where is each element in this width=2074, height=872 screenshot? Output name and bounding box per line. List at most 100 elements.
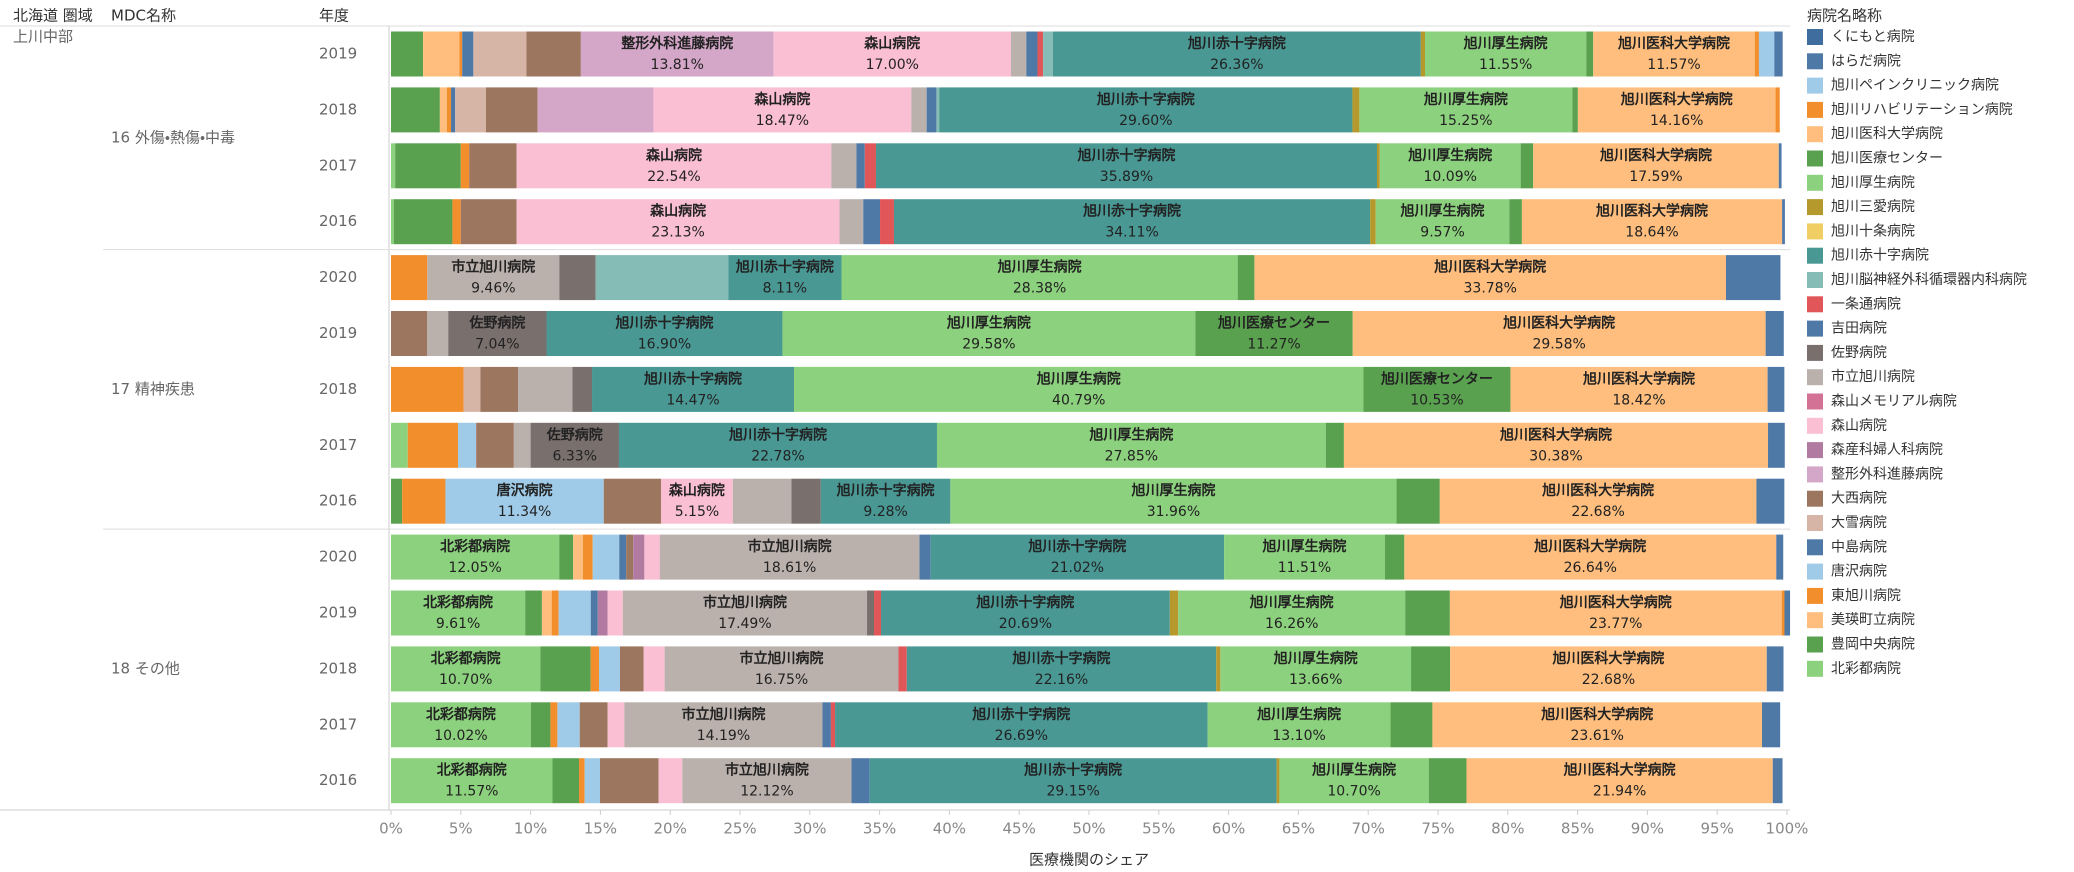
legend-label: 佐野病院	[1831, 345, 1887, 361]
bar-segment	[1396, 478, 1440, 524]
bar-segment	[626, 534, 634, 580]
bar-segment	[1178, 590, 1406, 636]
segment-name: 旭川医科大学病院	[1582, 370, 1695, 387]
segment-value: 9.28%	[863, 504, 907, 520]
legend-label: 旭川三愛病院	[1831, 199, 1915, 215]
segment-name: 北彩都病院	[426, 706, 496, 723]
x-tick-label: 40%	[933, 820, 966, 838]
legend-swatch	[1807, 29, 1823, 45]
bar-segment	[1220, 646, 1412, 692]
bar-segment	[619, 534, 627, 580]
bar-segment	[1325, 422, 1344, 468]
segment-name: 旭川厚生病院	[1256, 706, 1341, 723]
segment-value: 13.66%	[1289, 672, 1342, 688]
bar-segment	[1207, 702, 1391, 748]
segment-name: 旭川赤十字病院	[836, 482, 935, 499]
bar-segment	[1411, 646, 1451, 692]
segment-value: 22.54%	[647, 169, 700, 185]
segment-value: 13.81%	[651, 57, 704, 73]
legend-swatch	[1807, 247, 1823, 264]
segment-value: 9.46%	[471, 281, 515, 297]
bar-segment	[658, 758, 683, 804]
bar-segment	[572, 366, 593, 412]
segment-value: 10.09%	[1424, 169, 1477, 185]
legend-swatch	[1807, 417, 1823, 434]
year-label: 2018	[319, 100, 357, 118]
x-tick-label: 45%	[1003, 820, 1036, 838]
bar-segment	[407, 422, 459, 468]
segment-value: 29.58%	[962, 337, 1015, 353]
bar-segment	[851, 758, 870, 804]
bar-segment	[445, 478, 604, 524]
bar-segment	[1510, 366, 1768, 412]
legend-label: 中島病院	[1831, 539, 1887, 555]
bar-segment	[595, 255, 729, 301]
segment-name: 旭川厚生病院	[1130, 482, 1215, 499]
bar-segment	[1169, 590, 1179, 636]
segment-name: 旭川赤十字病院	[1011, 650, 1110, 667]
segment-name: 森山病院	[650, 203, 706, 220]
segment-name: 市立旭川病院	[725, 762, 809, 779]
bar-segment	[1450, 646, 1767, 692]
bar-segment	[530, 422, 619, 468]
segment-value: 28.38%	[1013, 281, 1066, 297]
bar-segment	[1781, 590, 1785, 636]
bar-segment	[1352, 87, 1360, 133]
legend-label: 大西病院	[1831, 491, 1887, 507]
segment-value: 11.51%	[1278, 560, 1331, 576]
legend-label: 東旭川病院	[1831, 588, 1901, 604]
legend-label: 旭川厚生病院	[1831, 175, 1915, 191]
segment-name: 旭川厚生病院	[1261, 538, 1346, 555]
bar-segment	[1379, 143, 1521, 189]
bar-segment	[551, 590, 559, 636]
bar-segment	[1195, 311, 1353, 356]
segment-value: 9.57%	[1420, 225, 1464, 241]
segment-name: 旭川赤十字病院	[643, 370, 742, 387]
year-label: 2020	[319, 548, 357, 566]
bar-segment	[395, 143, 461, 189]
segment-name: 旭川医科大学病院	[1541, 482, 1654, 499]
segment-value: 16.26%	[1265, 616, 1318, 632]
segment-value: 11.55%	[1479, 57, 1532, 73]
bar-segment	[1725, 255, 1781, 301]
segment-name: 北彩都病院	[431, 650, 501, 667]
bar-segment	[391, 534, 560, 580]
legend-label: 唐沢病院	[1831, 563, 1887, 580]
bar-segment	[1425, 31, 1587, 77]
segment-name: 旭川医科大学病院	[1563, 762, 1676, 779]
bar-segment	[446, 87, 452, 133]
bar-segment	[1384, 534, 1405, 580]
bar-segment	[1404, 534, 1777, 580]
segment-value: 17.49%	[718, 616, 771, 632]
year-label: 2018	[319, 659, 357, 677]
year-label: 2016	[319, 492, 357, 510]
segment-name: 旭川医科大学病院	[1540, 706, 1653, 723]
header-mdc: MDC名称	[111, 7, 176, 25]
bar-segment	[906, 646, 1217, 692]
bar-segment	[875, 143, 1377, 189]
year-label: 2016	[319, 771, 357, 789]
bar-segment	[1390, 702, 1433, 748]
legend-label: 整形外科進藤病院	[1831, 466, 1943, 482]
x-tick-label: 30%	[793, 820, 826, 838]
bar-segment	[1052, 31, 1421, 77]
legend-label: はらだ病院	[1831, 53, 1901, 69]
legend-label: 旭川十条病院	[1831, 222, 1915, 239]
x-tick-label: 15%	[584, 820, 617, 838]
bar-segment	[557, 702, 580, 748]
bar-segment	[391, 31, 424, 77]
bar-segment	[391, 422, 408, 468]
bar-segment	[463, 366, 481, 412]
bar-segment	[391, 366, 464, 412]
bar-segment	[558, 590, 591, 636]
mdc-label: 16 外傷・熱傷・中毒	[111, 128, 235, 146]
mdc-label: 17 精神疾患	[111, 380, 195, 398]
segment-value: 23.13%	[651, 225, 704, 241]
segment-value: 40.79%	[1052, 392, 1105, 408]
bar-segment	[391, 311, 428, 356]
segment-value: 33.78%	[1464, 281, 1517, 297]
bar-segment	[580, 31, 774, 77]
x-tick-label: 60%	[1212, 820, 1245, 838]
segment-name: 旭川厚生病院	[1088, 426, 1173, 443]
segment-name: 旭川医科大学病院	[1620, 91, 1733, 108]
